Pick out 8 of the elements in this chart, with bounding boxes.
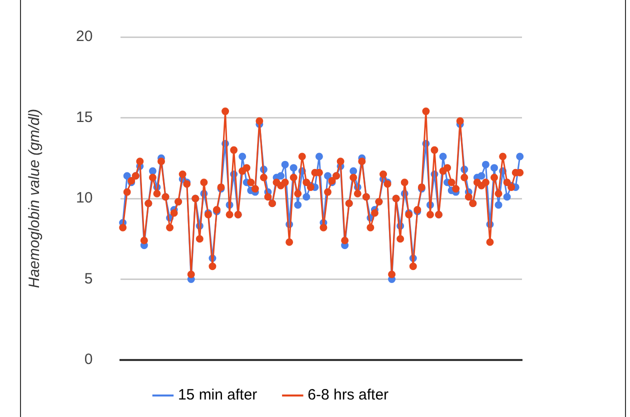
y-tick-label: 20	[76, 28, 93, 46]
y-axis-title: Haemoglobin value (gm/dl)	[26, 108, 44, 288]
y-tick-label: 15	[76, 108, 93, 126]
y-tick-label: 10	[76, 190, 93, 207]
legend-label: 6-8 hrs after	[308, 386, 389, 404]
legend-label: 15 min after	[178, 386, 258, 404]
y-tick-label: 0	[84, 351, 93, 368]
y-tick-label: 5	[84, 270, 93, 288]
